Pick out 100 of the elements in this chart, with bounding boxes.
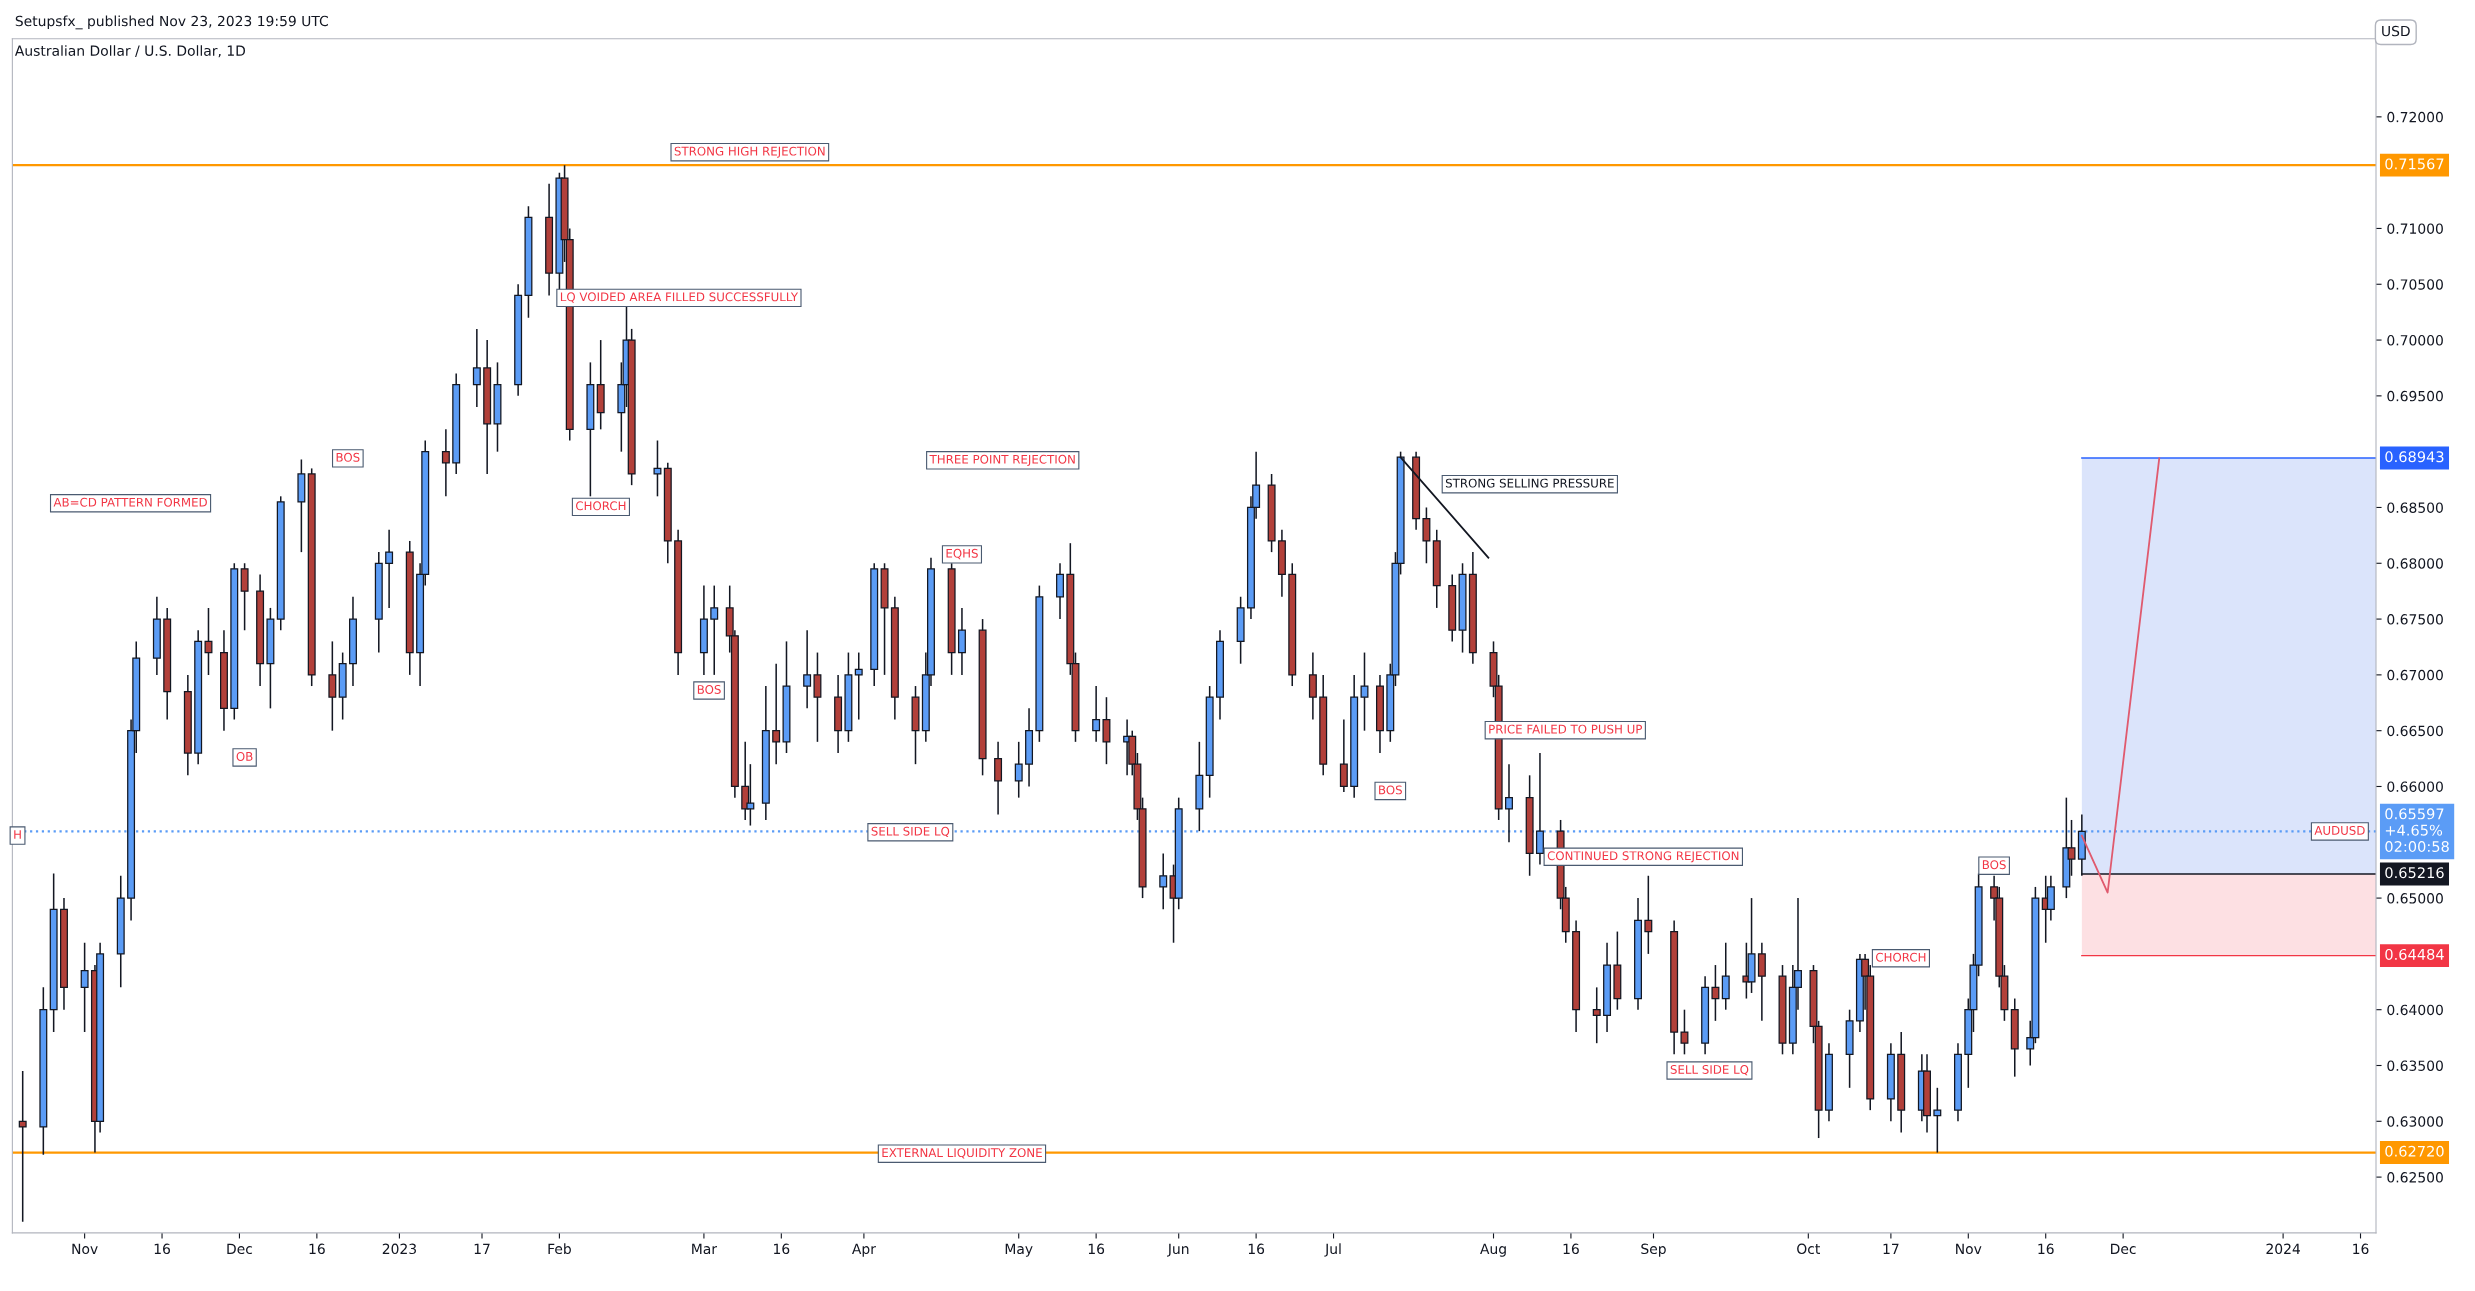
candlestick	[813, 651, 822, 743]
candlestick	[80, 941, 89, 1033]
candlestick	[240, 562, 249, 632]
ref-line-label: 0.71567	[2385, 158, 2444, 170]
x-tick-label: 16	[774, 1243, 790, 1255]
x-tick-label: 17	[474, 1243, 490, 1254]
annotation: BOS	[336, 452, 360, 462]
candlestick	[328, 640, 337, 732]
x-tick-label: 16	[1088, 1243, 1105, 1255]
x-tick-label: Jul	[1324, 1243, 1341, 1257]
x-tick-label: 16	[2353, 1243, 2369, 1255]
candlestick	[1505, 763, 1513, 844]
x-tick-label: Aug	[1480, 1243, 1506, 1257]
annotation: THREE POINT REJECTION	[929, 454, 1075, 466]
candlestick	[994, 741, 1003, 816]
x-tick-label: Apr	[851, 1243, 876, 1257]
chart-title: Setupsfx_ published Nov 23, 2023 19:59 UTC	[15, 15, 328, 30]
x-tick-label: Feb	[548, 1243, 571, 1255]
y-tick-label: 0.69500	[2387, 390, 2443, 402]
x-tick-label: Nov	[1956, 1243, 1982, 1255]
annotation: CONTINUED STRONG REJECTION	[1547, 851, 1739, 863]
candlestick	[854, 651, 863, 721]
y-tick-label: 0.68500	[2387, 502, 2443, 513]
annotation: STRONG SELLING PRESSURE	[1445, 478, 1614, 488]
candlestick	[18, 1070, 27, 1223]
annotation: STRONG HIGH REJECTION	[674, 146, 825, 158]
candlestick	[1721, 941, 1730, 1011]
x-tick-label: May	[1005, 1243, 1033, 1257]
ref-line-label: 0.68943	[2385, 451, 2444, 463]
ref-line-label: 0.62720	[2385, 1145, 2444, 1157]
annotation: AUDUSD	[2314, 825, 2365, 835]
y-tick-label: 0.67000	[2387, 669, 2443, 681]
candlestick	[1056, 562, 1064, 620]
candlestick	[957, 607, 966, 676]
annotation: SELL SIDE LQ	[1670, 1064, 1749, 1076]
annotation: EQHS	[946, 548, 978, 560]
ref-line-label: 0.64484	[2385, 948, 2444, 960]
annotation: LQ VOIDED AREA FILLED SUCCESSFULLY	[560, 292, 799, 303]
candlestick	[1680, 1008, 1689, 1056]
x-tick-label: Nov	[72, 1243, 98, 1255]
chart-subtitle: Australian Dollar / U.S. Dollar, 1D	[14, 45, 246, 58]
annotation: BOS	[697, 685, 721, 694]
y-axis-title: USD	[2382, 25, 2410, 37]
x-tick-label: Jun	[1167, 1243, 1189, 1257]
candlestick	[1339, 718, 1348, 793]
candlestick	[803, 629, 812, 710]
x-tick-label: 16	[1248, 1243, 1265, 1255]
candlestick	[1757, 941, 1766, 1022]
candlestick	[1102, 696, 1111, 765]
x-tick-label: Dec	[227, 1243, 253, 1255]
candlestick	[441, 428, 450, 498]
annotation: AB=CD PATTERN FORMED	[53, 497, 207, 507]
y-tick-label: 0.70500	[2387, 279, 2443, 290]
candlestick	[1592, 986, 1601, 1044]
y-tick-label: 0.63500	[2387, 1060, 2443, 1071]
y-tick-label: 0.68000	[2387, 558, 2443, 569]
y-tick-label: 0.66500	[2387, 725, 2443, 737]
candlestick	[1933, 1087, 1942, 1154]
candlestick	[653, 439, 662, 498]
annotation: OB	[236, 751, 253, 761]
ref-line-label: 0.65216	[2385, 867, 2444, 879]
candlestick	[472, 328, 481, 408]
x-tick-label: 16	[154, 1243, 170, 1255]
x-tick-label: 16	[1563, 1243, 1579, 1255]
candlestick	[204, 607, 213, 676]
annotation: BOS	[1379, 785, 1402, 795]
annotation: CHORCH	[576, 501, 626, 511]
candlestick	[385, 529, 394, 609]
y-tick-label: 0.71000	[2387, 223, 2443, 234]
annotation: H	[14, 830, 21, 839]
y-tick-label: 0.67500	[2387, 614, 2443, 625]
candlestick	[1092, 685, 1101, 743]
candlestick	[1644, 875, 1653, 955]
x-tick-label: 16	[309, 1243, 325, 1255]
y-tick-label: 0.70000	[2387, 335, 2443, 346]
y-tick-label: 0.62500	[2387, 1172, 2443, 1183]
x-tick-label: Mar	[692, 1243, 718, 1255]
y-tick-label: 0.65000	[2387, 893, 2443, 904]
candlestick	[710, 584, 719, 676]
ref-line-label: 0.65597 +4.65% 02:00:58	[2385, 808, 2449, 853]
candlestick	[1308, 651, 1317, 721]
candlestick	[1422, 506, 1431, 565]
annotation: EXTERNAL LIQUIDITY ZONE	[882, 1148, 1042, 1159]
x-tick-label: Sep	[1641, 1243, 1666, 1257]
candlestick	[1711, 964, 1720, 1022]
x-tick-label: 16	[2038, 1243, 2054, 1255]
y-tick-label: 0.63000	[2387, 1116, 2443, 1127]
annotation: SELL SIDE LQ	[871, 826, 950, 838]
candlestick	[772, 662, 781, 765]
x-tick-label: 2023	[382, 1243, 416, 1255]
candlestick	[1014, 741, 1023, 799]
x-tick-label: 17	[1883, 1243, 1899, 1254]
y-tick-label: 0.64000	[2387, 1004, 2443, 1016]
y-tick-label: 0.72000	[2387, 111, 2443, 123]
candlestick	[1360, 651, 1369, 732]
annotation: BOS	[1982, 860, 2006, 870]
x-tick-label: Oct	[1797, 1243, 1820, 1255]
candlestick	[1159, 852, 1168, 911]
annotation: CHORCH	[1876, 952, 1926, 962]
annotation: PRICE FAILED TO PUSH UP	[1489, 724, 1643, 734]
